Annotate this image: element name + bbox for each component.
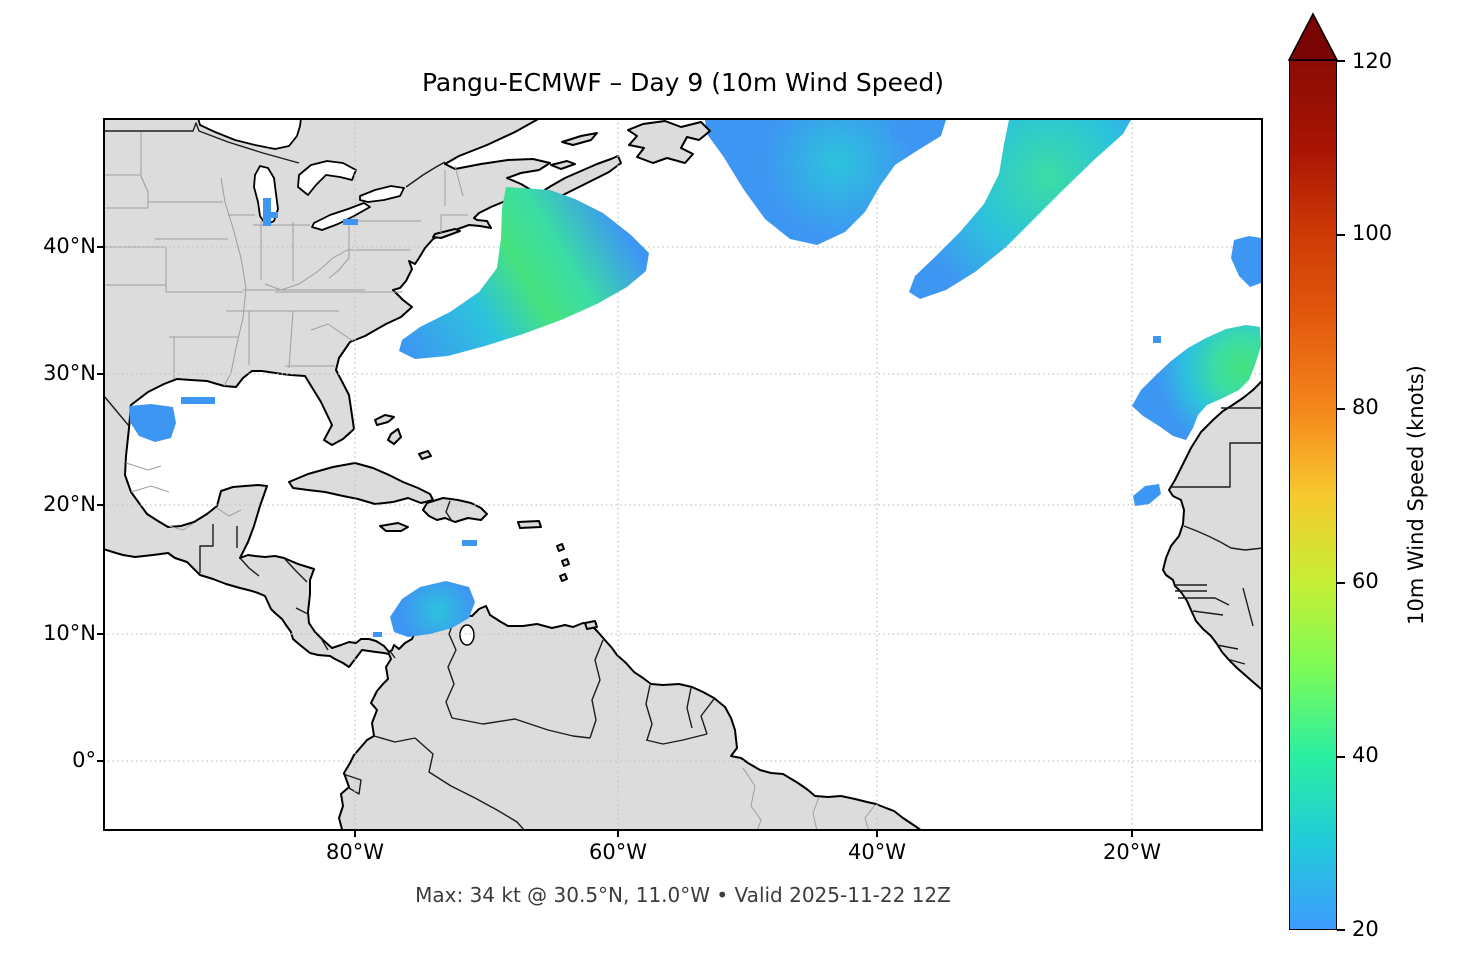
- plot-frame: [103, 118, 1263, 831]
- x-tick-40w: [876, 831, 878, 837]
- island-long-island: [432, 228, 461, 239]
- island-cuba: [288, 462, 434, 505]
- lake-maracaibo: [459, 624, 475, 646]
- country-boundaries: [103, 122, 715, 831]
- wind-streak-small-north: [889, 126, 939, 142]
- y-tick-0: [97, 760, 103, 762]
- lake-superior: [197, 118, 302, 150]
- wind-sliver-lake-michigan: [263, 198, 278, 226]
- y-tick-40n: [97, 246, 103, 248]
- cbar-tick-label-120: 120: [1352, 49, 1393, 73]
- y-tick-10n: [97, 633, 103, 635]
- africa-country-borders: [1171, 407, 1263, 665]
- cbar-tick-100: [1337, 234, 1345, 236]
- islands-lesser-antilles: [556, 543, 598, 630]
- max-and-valid-caption: Max: 34 kt @ 30.5°N, 11.0°W • Valid 2025…: [415, 883, 951, 907]
- chart-title: Pangu-ECMWF – Day 9 (10m Wind Speed): [421, 68, 945, 97]
- wind-shading-layer: [129, 120, 1261, 637]
- land-layer: [103, 118, 924, 831]
- island-newfoundland: [627, 120, 711, 164]
- cbar-tick-120: [1337, 60, 1345, 62]
- lake-ontario: [359, 185, 405, 203]
- wind-blob-right-edge-40n: [1231, 236, 1261, 287]
- cbar-tick-80: [1337, 408, 1345, 410]
- land-overlay-layer: [627, 120, 1263, 691]
- north-south-america-landmass: [103, 118, 924, 831]
- y-tick-label-10n: 10°N: [43, 621, 96, 645]
- cbar-tick-label-60: 60: [1352, 569, 1379, 593]
- wind-blob-colombia: [390, 581, 475, 637]
- cbar-tick-60: [1337, 582, 1345, 584]
- cbar-tick-label-40: 40: [1352, 743, 1379, 767]
- y-tick-20n: [97, 504, 103, 506]
- cbar-tick-label-80: 80: [1352, 395, 1379, 419]
- wind-blob-morocco-max: [1132, 325, 1261, 440]
- x-tick-label-80w: 80°W: [326, 840, 384, 864]
- cbar-tick-label-20: 20: [1352, 917, 1379, 941]
- wind-blob-gulf-of-mexico: [129, 397, 215, 442]
- colorbar-bar: [1289, 60, 1337, 930]
- island-puerto-rico: [517, 520, 542, 529]
- state-boundaries: [103, 131, 876, 831]
- wind-dash-lake-erie: [343, 219, 358, 225]
- map-plot-area: [103, 118, 1263, 831]
- x-tick-label-40w: 40°W: [848, 840, 906, 864]
- island-anticosti: [561, 132, 598, 146]
- x-tick-80w: [354, 831, 356, 837]
- wind-dot-near-morocco: [1153, 336, 1161, 343]
- atlantic-basemap: [103, 118, 1263, 831]
- colorbar-extend-arrow: [1287, 12, 1339, 61]
- y-tick-label-30n: 30°N: [43, 361, 96, 385]
- x-tick-label-20w: 20°W: [1103, 840, 1161, 864]
- cbar-tick-label-100: 100: [1352, 221, 1393, 245]
- x-tick-20w: [1131, 831, 1133, 837]
- lake-erie: [311, 202, 371, 231]
- wind-blob-central-north-atlantic: [705, 120, 946, 245]
- great-lakes: [197, 118, 475, 646]
- wind-blob-mauritania: [1133, 484, 1161, 506]
- wind-dash-hispaniola-south: [462, 540, 477, 546]
- x-tick-60w: [617, 831, 619, 837]
- island-pei: [550, 160, 576, 170]
- y-tick-30n: [97, 373, 103, 375]
- lake-huron: [297, 160, 357, 196]
- wind-dash-colombia: [373, 632, 382, 637]
- cbar-tick-20: [1337, 929, 1345, 931]
- wind-band-northeast-atlantic: [909, 120, 1131, 299]
- wind-blob-us-east-coast: [399, 187, 649, 359]
- cbar-tick-40: [1337, 756, 1345, 758]
- island-jamaica: [379, 522, 409, 532]
- y-tick-label-0: 0°: [72, 748, 96, 772]
- x-tick-label-60w: 60°W: [589, 840, 647, 864]
- y-tick-label-20n: 20°N: [43, 492, 96, 516]
- island-hispaniola: [422, 497, 488, 523]
- y-tick-label-40n: 40°N: [43, 234, 96, 258]
- islands-bahamas: [374, 414, 432, 460]
